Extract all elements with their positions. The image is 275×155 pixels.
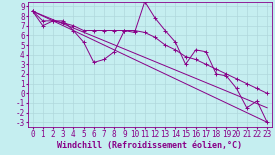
- X-axis label: Windchill (Refroidissement éolien,°C): Windchill (Refroidissement éolien,°C): [57, 141, 242, 150]
